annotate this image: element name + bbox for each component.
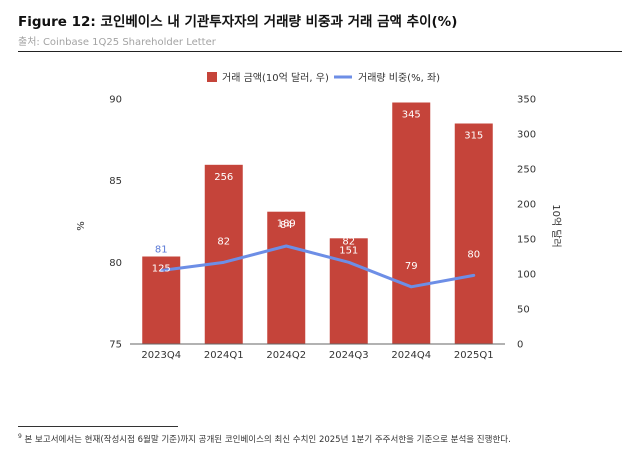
bar <box>454 123 493 344</box>
left-tick-label: 80 <box>109 258 122 269</box>
footnote-marker: 9 <box>18 433 22 441</box>
right-axis-ticks: 0 50 100 150 200 250 300 350 <box>517 95 536 351</box>
line-value-label: 80 <box>467 249 480 260</box>
right-tick-label: 250 <box>517 165 536 176</box>
right-tick-label: 100 <box>517 270 536 281</box>
bar <box>392 102 431 344</box>
x-tick-label: 2023Q4 <box>141 350 181 360</box>
right-tick-label: 150 <box>517 235 536 246</box>
bar <box>267 211 306 344</box>
bar-series <box>142 102 493 344</box>
line-value-label: 82 <box>217 236 230 247</box>
bar-value-label: 315 <box>464 131 483 142</box>
bar-value-label: 151 <box>339 245 358 256</box>
right-tick-label: 200 <box>517 200 536 211</box>
x-tick-label: 2024Q2 <box>266 350 306 360</box>
line-value-label: 79 <box>405 261 418 272</box>
legend-bar-swatch <box>207 72 217 82</box>
footnote-divider <box>18 426 178 427</box>
x-tick-label: 2024Q1 <box>204 350 244 360</box>
right-tick-label: 50 <box>517 305 530 316</box>
left-axis-label: % <box>76 221 87 231</box>
x-tick-label: 2025Q1 <box>454 350 494 360</box>
left-tick-label: 90 <box>109 95 122 106</box>
title-divider <box>18 51 622 52</box>
x-axis-ticks: 2023Q4 2024Q1 2024Q2 2024Q3 2024Q4 2025Q1 <box>141 350 493 360</box>
figure-source: 출처: Coinbase 1Q25 Shareholder Letter <box>18 37 216 48</box>
right-tick-label: 350 <box>517 95 536 106</box>
figure-title: Figure 12: 코인베이스 내 기관투자자의 거래량 비중과 거래 금액 … <box>18 14 458 30</box>
x-tick-label: 2024Q3 <box>329 350 369 360</box>
bar-value-label: 256 <box>214 172 233 183</box>
line-value-label: 81 <box>155 245 168 256</box>
legend-bar-label: 거래 금액(10억 달러, 우) <box>222 72 329 84</box>
left-axis-ticks: 75 80 85 90 <box>109 95 122 351</box>
bar-value-label: 125 <box>152 264 171 275</box>
footnote-text: 본 보고서에서는 현재(작성시점 6월말 기준)까지 공개된 코인베이스의 최신… <box>24 435 511 445</box>
footnote: 9 본 보고서에서는 현재(작성시점 6월말 기준)까지 공개된 코인베이스의 … <box>18 433 511 445</box>
bar-data-labels: 125 256 189 151 345 315 <box>152 110 484 275</box>
line-value-label: 82 <box>342 236 355 247</box>
bar-value-label: 345 <box>402 110 421 121</box>
chart: 거래 금액(10억 달러, 우) 거래량 비중(%, 좌) % 10억 달러 7… <box>76 72 562 360</box>
line-value-label: 84 <box>280 220 293 231</box>
line-data-labels: 81 82 84 82 79 80 <box>155 220 480 272</box>
legend: 거래 금액(10억 달러, 우) 거래량 비중(%, 좌) <box>207 72 440 84</box>
legend-line-label: 거래량 비중(%, 좌) <box>358 72 440 84</box>
line-path <box>159 244 476 289</box>
left-tick-label: 75 <box>109 340 122 351</box>
bar <box>329 238 368 344</box>
right-tick-label: 0 <box>517 340 523 351</box>
right-tick-label: 300 <box>517 130 536 141</box>
bar <box>204 164 243 344</box>
right-axis-label: 10억 달러 <box>550 204 562 248</box>
left-tick-label: 85 <box>109 176 122 187</box>
line-series <box>159 244 476 289</box>
bar-value-label: 189 <box>277 219 296 230</box>
x-tick-label: 2024Q4 <box>391 350 431 360</box>
